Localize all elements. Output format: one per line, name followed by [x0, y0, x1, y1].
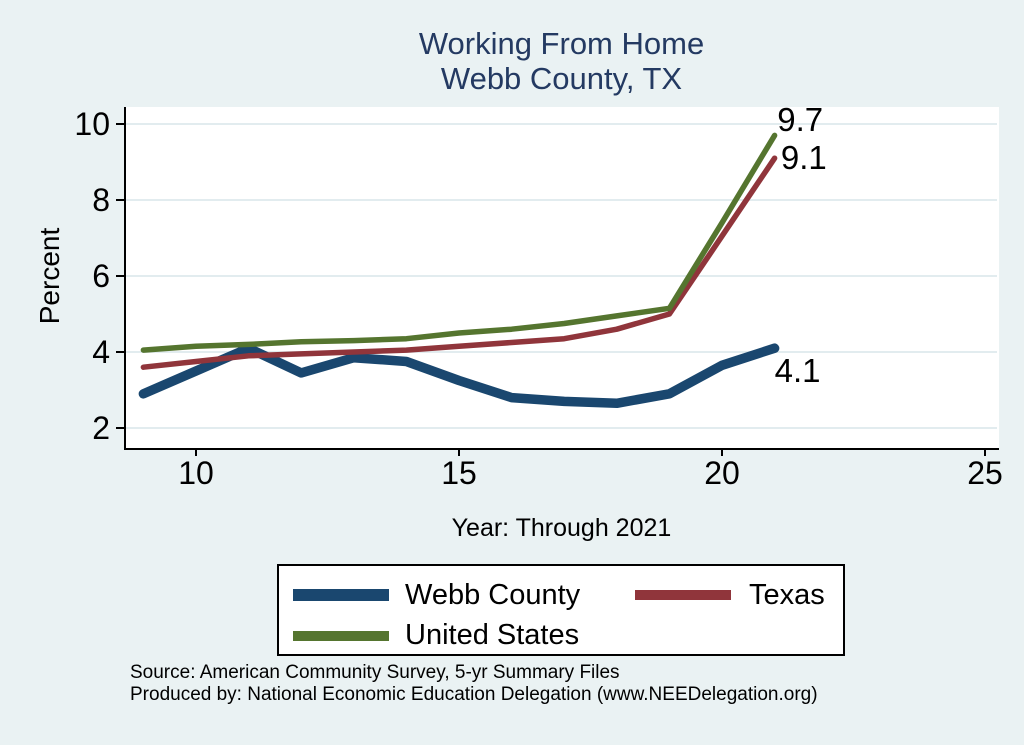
- legend-swatch-texas: [635, 590, 731, 600]
- series-line-webb-county: [138, 343, 780, 409]
- y-tick-label: 10: [74, 106, 110, 142]
- x-tick-label: 10: [178, 455, 214, 491]
- x-axis-title: Year: Through 2021: [451, 514, 672, 542]
- producer-line: Produced by: National Economic Education…: [130, 684, 818, 705]
- y-tick: [116, 199, 124, 201]
- y-tick: [116, 275, 124, 277]
- y-tick-label: 4: [92, 334, 110, 370]
- series-line-texas: [140, 155, 778, 370]
- chart-title: Working From Home Webb County, TX: [126, 26, 997, 96]
- y-tick-label: 2: [92, 410, 110, 446]
- x-tick: [195, 448, 197, 456]
- plot-area: 9.7 9.1 4.1: [124, 101, 999, 450]
- y-tick: [116, 351, 124, 353]
- y-tick-label: 6: [92, 258, 110, 294]
- y-tick: [116, 427, 124, 429]
- x-tick-label: 15: [441, 455, 477, 491]
- legend-swatch-united-states: [293, 631, 389, 641]
- title-line-2: Webb County, TX: [440, 61, 683, 96]
- x-tick-label: 25: [967, 455, 1003, 491]
- source-line: Source: American Community Survey, 5-yr …: [130, 662, 620, 683]
- x-tick: [984, 448, 986, 456]
- title-line-1: Working From Home: [418, 26, 705, 61]
- source-note: Source: American Community Survey, 5-yr …: [130, 662, 818, 706]
- data-label-9-7: 9.7: [777, 101, 824, 139]
- series-line-united-states: [140, 132, 778, 353]
- y-tick-label: 8: [92, 182, 110, 218]
- x-tick: [721, 448, 723, 456]
- data-label-9-1: 9.1: [780, 139, 827, 177]
- legend-swatch-webb-county: [293, 589, 389, 601]
- legend: Webb County Texas United States: [277, 564, 845, 656]
- x-tick: [458, 448, 460, 456]
- data-label-4-1: 4.1: [774, 352, 821, 389]
- legend-label-webb-county: Webb County: [405, 579, 581, 611]
- legend-label-united-states: United States: [405, 619, 580, 651]
- y-tick: [116, 123, 124, 125]
- x-tick-label: 20: [704, 455, 740, 491]
- chart-lines: [126, 123, 997, 429]
- legend-label-texas: Texas: [749, 579, 825, 611]
